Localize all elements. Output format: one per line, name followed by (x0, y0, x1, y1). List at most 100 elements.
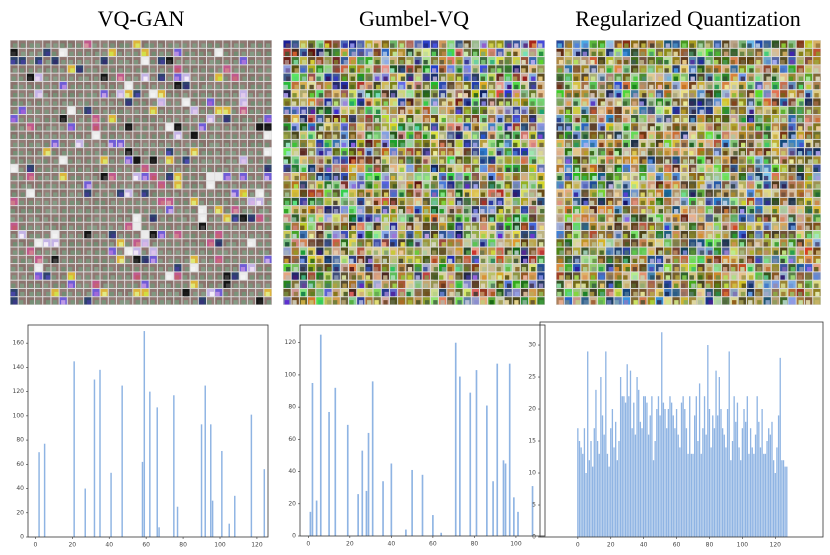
image-tile-detail (772, 101, 777, 106)
image-tile-detail (415, 93, 421, 98)
image-tile-detail (349, 209, 354, 214)
image-tile-detail (440, 192, 445, 197)
image-tile-detail (433, 267, 439, 272)
image-tile-detail (748, 101, 754, 106)
image-tile-detail (497, 117, 503, 123)
image-tile-detail (522, 76, 527, 81)
image-tile-detail (10, 126, 16, 131)
image-tile-detail (398, 126, 403, 131)
image-tile-detail (184, 59, 190, 65)
image-tile-detail (520, 126, 526, 131)
image-tile-detail (93, 242, 99, 247)
image-tile-detail (223, 84, 229, 90)
image-tile-detail (232, 250, 238, 255)
image-tile-detail (367, 283, 373, 288)
image-tile-detail (301, 283, 307, 288)
image-tile-detail (716, 134, 721, 139)
image-tile-detail (407, 167, 413, 172)
image-tile-detail (44, 225, 49, 230)
image-tile-detail (44, 175, 50, 181)
image-tile-detail (407, 233, 413, 239)
image-tile-detail (185, 142, 190, 148)
image-tile-detail (285, 51, 290, 57)
image-tile-detail (102, 59, 108, 65)
image-tile-detail (53, 43, 58, 48)
image-tile-detail (224, 59, 229, 65)
image-tile-detail (19, 200, 24, 206)
image-tile-detail (250, 43, 256, 48)
image-tile-detail (334, 167, 340, 172)
image-tile-detail (266, 117, 271, 123)
image-tile-detail (76, 275, 82, 280)
image-tile-detail (143, 151, 149, 156)
image-tile-detail (431, 167, 437, 172)
image-tile-detail (731, 134, 736, 139)
image-tile-detail (53, 192, 58, 197)
image-tile-detail (118, 93, 123, 98)
image-tile-detail (591, 109, 596, 115)
image-tile-detail (319, 151, 324, 156)
image-tile-detail (481, 225, 487, 230)
image-tile-detail (747, 43, 752, 48)
image-tile-detail (103, 175, 108, 181)
image-tile-detail (126, 51, 131, 57)
image-tile-detail (739, 51, 745, 57)
image-tile-detail (302, 209, 307, 214)
image-tile-detail (103, 283, 108, 288)
image-tile-detail (110, 200, 116, 206)
image-tile-detail (715, 76, 720, 81)
image-tile-detail (59, 126, 65, 131)
image-tile-detail (567, 151, 572, 156)
image-tile-detail (497, 51, 503, 57)
image-tile-detail (648, 101, 654, 106)
image-tile-detail (208, 275, 213, 280)
image-tile-detail (143, 291, 149, 297)
image-tile-detail (308, 142, 313, 148)
image-tile-detail (192, 225, 197, 230)
image-tile-detail (815, 43, 821, 48)
image-tile-detail (333, 291, 338, 297)
image-tile-detail (151, 200, 156, 206)
image-tile-detail (143, 142, 148, 148)
image-tile-detail (301, 109, 306, 115)
image-tile-detail (293, 225, 298, 230)
image-tile-detail (166, 242, 172, 247)
image-tile-detail (400, 142, 405, 148)
image-tile-detail (143, 109, 148, 115)
image-tile-detail (399, 167, 404, 172)
image-tile-detail (201, 159, 206, 164)
image-tile-detail (658, 51, 663, 57)
image-tile-detail (309, 200, 315, 206)
image-tile-detail (61, 151, 67, 156)
image-tile-detail (225, 134, 231, 139)
image-tile-detail (521, 93, 526, 98)
image-tile-detail (308, 68, 314, 73)
image-tile-detail (523, 258, 528, 264)
image-tile-detail (215, 84, 221, 90)
image-tile-detail (149, 126, 155, 131)
image-tile-detail (505, 134, 510, 139)
image-tile-detail (424, 192, 429, 197)
image-tile-detail (522, 184, 527, 189)
image-tile-detail (152, 101, 157, 106)
image-tile-detail (664, 151, 670, 156)
image-tile-detail (590, 59, 595, 65)
image-tile-detail (815, 151, 821, 156)
image-tile-detail (334, 184, 339, 189)
image-tile-detail (343, 175, 348, 181)
image-tile-detail (143, 59, 148, 65)
image-tile-detail (367, 76, 373, 81)
image-tile-detail (539, 142, 544, 148)
image-tile-detail (86, 68, 91, 73)
image-tile-detail (633, 51, 638, 57)
image-tile-detail (240, 267, 246, 272)
image-tile-detail (358, 192, 364, 197)
image-tile-detail (223, 76, 228, 81)
image-tile-detail (423, 126, 428, 131)
image-tile-detail (531, 159, 537, 164)
image-tile-detail (44, 134, 49, 139)
image-tile-detail (422, 167, 428, 172)
image-tile-detail (342, 76, 347, 81)
image-tile-detail (60, 142, 65, 148)
image-tile-detail (358, 258, 363, 264)
